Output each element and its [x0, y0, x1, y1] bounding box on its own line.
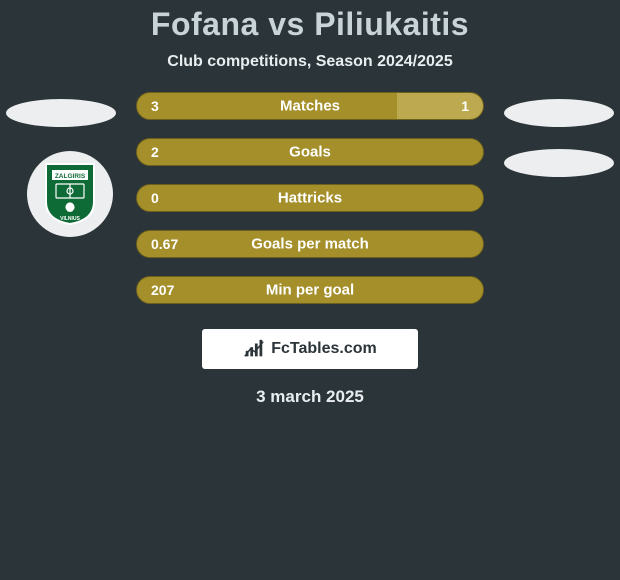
stat-bars: 3 1 Matches 2 Goals 0 Hattricks 0.67 Goals per m… [136, 92, 484, 322]
club-badge-left: ZALGIRIS VILNIUS [27, 151, 113, 237]
bar-fill-right [397, 93, 484, 119]
comparison-card: Fofana vs Piliukaitis Club competitions,… [0, 0, 620, 71]
stat-bar: 3 1 Matches [136, 92, 484, 120]
stat-bar: 0 Hattricks [136, 184, 484, 212]
stat-bar: 207 Min per goal [136, 276, 484, 304]
bar-value-left: 0 [151, 190, 159, 206]
subtitle: Club competitions, Season 2024/2025 [0, 53, 620, 71]
player-avatar-left-placeholder [6, 99, 116, 127]
svg-text:VILNIUS: VILNIUS [60, 216, 80, 222]
zalgiris-crest-icon: ZALGIRIS VILNIUS [42, 162, 98, 226]
stat-bar: 0.67 Goals per match [136, 230, 484, 258]
bar-value-left: 207 [151, 282, 174, 298]
bar-value-right: 1 [461, 98, 469, 114]
bar-fill-left [137, 93, 397, 119]
svg-text:ZALGIRIS: ZALGIRIS [55, 173, 86, 180]
bar-value-left: 2 [151, 144, 159, 160]
bar-label: Matches [280, 98, 340, 115]
bar-label: Goals [289, 144, 331, 161]
stat-bar: 2 Goals [136, 138, 484, 166]
player-avatar-right-placeholder-2 [504, 149, 614, 177]
bar-label: Min per goal [266, 282, 354, 299]
bar-value-left: 3 [151, 98, 159, 114]
bar-value-left: 0.67 [151, 236, 178, 252]
player-avatar-right-placeholder-1 [504, 99, 614, 127]
brand-box[interactable]: FcTables.com [202, 329, 418, 369]
page-title: Fofana vs Piliukaitis [0, 6, 620, 43]
bar-label: Hattricks [278, 190, 342, 207]
date-label: 3 march 2025 [0, 387, 620, 407]
bar-chart-icon [243, 338, 265, 360]
bar-label: Goals per match [251, 236, 369, 253]
brand-label: FcTables.com [271, 340, 377, 358]
